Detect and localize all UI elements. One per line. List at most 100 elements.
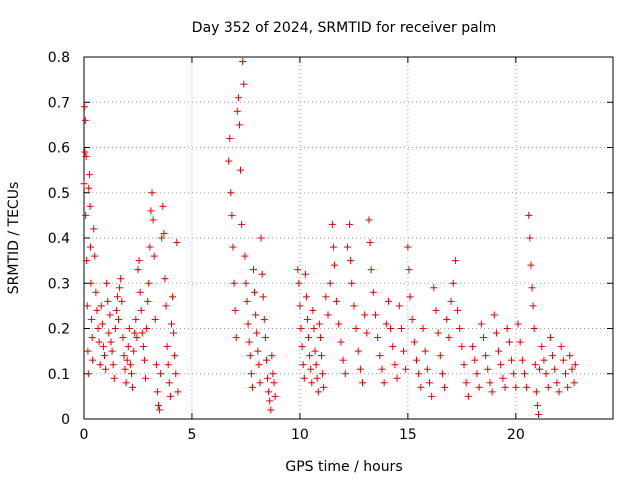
data-point — [549, 352, 557, 360]
data-point — [527, 261, 535, 269]
data-point — [124, 343, 132, 351]
data-point — [339, 356, 347, 364]
data-point — [566, 352, 574, 360]
data-point — [417, 383, 425, 391]
data-point — [391, 361, 399, 369]
data-point — [301, 270, 309, 278]
data-point — [454, 306, 462, 314]
data-point — [234, 94, 242, 102]
data-point — [311, 347, 319, 355]
data-point — [441, 383, 449, 391]
data-point — [261, 334, 269, 342]
y-tick-label: 0.8 — [48, 50, 70, 66]
gridlines — [84, 57, 613, 419]
data-point — [169, 293, 177, 301]
data-point — [533, 401, 541, 409]
data-point — [313, 374, 321, 382]
data-point — [123, 356, 131, 364]
data-point — [559, 356, 567, 364]
data-point — [315, 320, 323, 328]
data-point — [80, 180, 88, 188]
data-point — [395, 302, 403, 310]
data-point — [113, 293, 121, 301]
x-tick-label: 5 — [187, 427, 196, 443]
data-point — [505, 338, 513, 346]
data-point — [125, 325, 133, 332]
data-point — [530, 325, 538, 332]
data-point — [229, 243, 237, 251]
data-point — [492, 329, 500, 337]
x-tick-label: 20 — [507, 427, 525, 443]
data-point — [405, 266, 413, 274]
data-point — [80, 103, 88, 111]
y-tick-label: 0.7 — [48, 95, 70, 111]
data-point — [269, 370, 277, 378]
data-point — [413, 356, 421, 364]
data-point — [307, 365, 315, 373]
data-point — [294, 266, 302, 274]
data-point — [106, 311, 114, 319]
data-point — [161, 275, 169, 283]
data-point — [367, 266, 375, 274]
data-point — [443, 315, 451, 323]
data-point — [363, 329, 371, 337]
data-point — [371, 311, 379, 319]
x-tick-label: 0 — [80, 427, 89, 443]
data-point — [96, 361, 104, 369]
data-point — [348, 279, 356, 287]
data-point — [408, 315, 416, 323]
data-point — [85, 171, 93, 179]
data-point — [227, 189, 235, 197]
data-point — [538, 343, 546, 351]
data-point — [300, 374, 308, 382]
data-point — [303, 315, 311, 323]
data-point — [158, 234, 166, 242]
data-point — [271, 392, 279, 400]
data-point — [516, 338, 524, 346]
data-point — [120, 352, 128, 360]
data-point — [235, 121, 243, 129]
data-point — [258, 270, 266, 278]
data-point — [421, 347, 429, 355]
data-point — [99, 343, 107, 351]
data-point — [231, 306, 239, 314]
data-point — [130, 347, 138, 355]
data-point — [387, 325, 395, 332]
data-point — [473, 370, 481, 378]
data-point — [146, 243, 154, 251]
data-point — [428, 392, 436, 400]
data-point — [512, 383, 520, 391]
data-point — [248, 383, 256, 391]
data-point — [356, 365, 364, 373]
data-point — [257, 234, 265, 242]
data-point — [374, 334, 382, 342]
data-point — [445, 334, 453, 342]
data-point — [134, 266, 142, 274]
data-point — [430, 284, 438, 292]
data-point — [85, 184, 93, 192]
data-point — [88, 334, 96, 342]
data-point — [81, 148, 89, 156]
data-point — [241, 252, 249, 260]
data-point — [148, 189, 156, 197]
data-point — [249, 266, 257, 274]
data-point — [397, 325, 405, 332]
data-point — [88, 315, 96, 323]
data-point — [546, 334, 554, 342]
data-point — [138, 329, 146, 337]
data-point — [225, 157, 233, 165]
data-point — [376, 352, 384, 360]
data-point — [384, 297, 392, 305]
data-point — [255, 361, 263, 369]
data-point — [112, 306, 120, 314]
y-tick-label: 0 — [61, 412, 70, 428]
data-point — [322, 293, 330, 301]
data-point — [469, 343, 477, 351]
data-point — [157, 370, 165, 378]
data-point — [324, 311, 332, 319]
data-point — [145, 279, 153, 287]
data-point — [128, 370, 136, 378]
data-point — [514, 320, 522, 328]
data-point — [571, 361, 579, 369]
data-point — [266, 397, 274, 405]
